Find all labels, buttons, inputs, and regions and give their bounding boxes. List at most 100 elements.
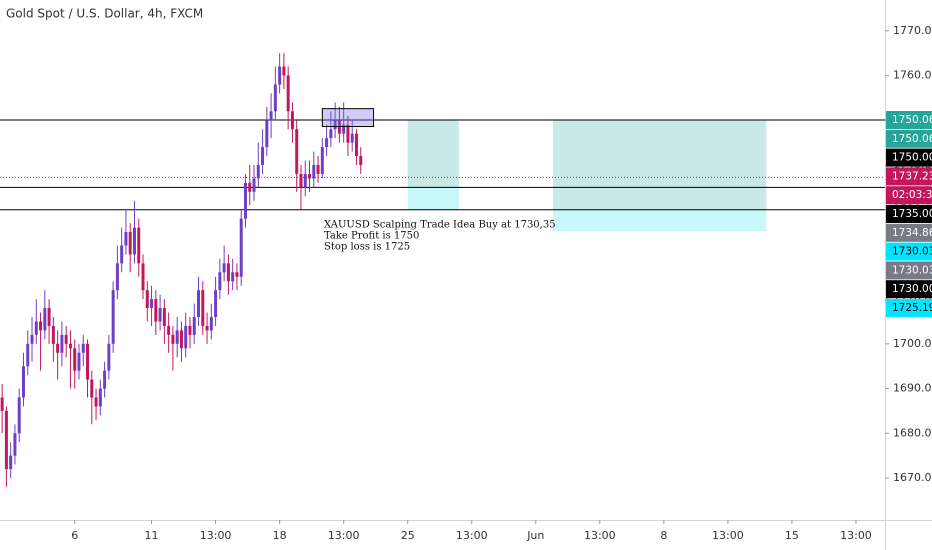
candle-body xyxy=(128,232,132,255)
candle-body xyxy=(60,334,64,353)
y-tick-label: 1670.00 xyxy=(893,471,932,484)
x-tick-label: 13:00 xyxy=(328,529,360,542)
candle-body xyxy=(286,75,290,112)
candle-body xyxy=(150,299,154,309)
x-tick-label: 15 xyxy=(785,529,799,542)
axis-label-bg xyxy=(886,280,932,299)
candle-body xyxy=(299,173,303,188)
candle-body xyxy=(342,124,346,134)
x-tick-label: 13:00 xyxy=(840,529,872,542)
x-tick-label: 13:00 xyxy=(584,529,616,542)
x-tick-label: Jun xyxy=(526,529,544,542)
candle-body xyxy=(43,308,47,331)
axis-label-bg xyxy=(886,167,932,186)
candle-body xyxy=(316,164,320,174)
candle-body xyxy=(98,388,102,407)
y-tick-label: 1680.00 xyxy=(893,426,932,439)
candle-body xyxy=(320,147,324,174)
candle-body xyxy=(256,164,260,179)
candle-body xyxy=(90,379,94,398)
x-tick-label: 6 xyxy=(71,529,78,542)
candle-body xyxy=(158,308,162,322)
candle-body xyxy=(290,111,294,130)
axis-label: 02:03:31 xyxy=(892,189,932,201)
candle-body xyxy=(188,325,192,335)
candle-body xyxy=(111,290,115,344)
axis-label-bg xyxy=(886,148,932,167)
candle-body xyxy=(94,397,98,407)
candle-body xyxy=(175,330,179,344)
x-tick-label: 13:00 xyxy=(712,529,744,542)
candle-body xyxy=(205,325,209,331)
candle-body xyxy=(252,178,256,192)
x-tick-label: 8 xyxy=(660,529,667,542)
candle-body xyxy=(209,317,213,331)
annotation: XAUUSD Scalping Trade Idea Buy at 1730,3… xyxy=(324,220,556,231)
candle-body xyxy=(179,330,183,349)
candle-body xyxy=(295,129,299,174)
candle-body xyxy=(239,218,243,277)
candle-body xyxy=(0,397,4,411)
candle-body xyxy=(273,84,277,112)
highlight-box xyxy=(321,108,375,128)
annotation: Stop loss is 1725 xyxy=(324,242,410,253)
axis-label-bg xyxy=(886,129,932,148)
candle-body xyxy=(13,433,17,456)
take-profit-zone xyxy=(552,120,767,210)
candle-body xyxy=(333,120,337,130)
candle-body xyxy=(303,173,307,188)
candle-body xyxy=(124,232,128,246)
candle-body xyxy=(34,321,38,335)
annotation: Take Profit is 1750 xyxy=(324,231,419,242)
stop-loss-zone xyxy=(552,209,767,232)
candle-body xyxy=(9,455,13,470)
candle-body xyxy=(77,352,81,371)
axis-label: 1750.06 xyxy=(892,133,932,145)
candle-body xyxy=(56,343,60,353)
candle-body xyxy=(226,263,230,282)
candle-body xyxy=(107,343,111,371)
axis-label-bg xyxy=(886,299,932,317)
candle-body xyxy=(350,133,354,143)
y-tick-label: 1760.00 xyxy=(893,69,932,82)
candle-body xyxy=(154,299,158,322)
candle-body xyxy=(235,272,239,277)
candle-body xyxy=(4,410,8,470)
candle-body xyxy=(359,156,363,165)
candle-body xyxy=(120,245,124,264)
candle-body xyxy=(64,334,68,344)
candle-body xyxy=(346,124,350,143)
candle-body xyxy=(265,120,269,148)
candle-body xyxy=(17,397,21,434)
candle-body xyxy=(141,263,145,291)
axis-label-bg xyxy=(886,242,932,261)
take-profit-zone xyxy=(407,120,459,188)
axis-label: 1730.03 xyxy=(892,246,932,258)
axis-label: 1730.03 xyxy=(892,264,932,276)
candle-body xyxy=(231,272,235,282)
candle-body xyxy=(51,325,55,344)
candle-body xyxy=(145,290,149,309)
chart-title: Gold Spot / U.S. Dollar, 4h, FXCM xyxy=(6,7,203,21)
candle-body xyxy=(137,227,141,264)
candle-body xyxy=(47,308,51,326)
candle-body xyxy=(201,290,205,326)
x-tick-label: 18 xyxy=(273,529,287,542)
candle-body xyxy=(325,138,329,148)
candle-body xyxy=(354,133,358,157)
candle-body xyxy=(248,182,252,192)
candle-body xyxy=(222,263,226,273)
candle-body xyxy=(171,334,175,344)
candle-body xyxy=(278,66,282,85)
x-tick-label: 13:00 xyxy=(200,529,232,542)
candle-body xyxy=(68,343,72,349)
candle-body xyxy=(73,348,77,371)
candle-body xyxy=(282,66,286,76)
candle-body xyxy=(312,164,316,179)
candle-body xyxy=(86,343,90,380)
axis-label: 1750.06 xyxy=(892,114,932,126)
candle-body xyxy=(26,343,30,367)
